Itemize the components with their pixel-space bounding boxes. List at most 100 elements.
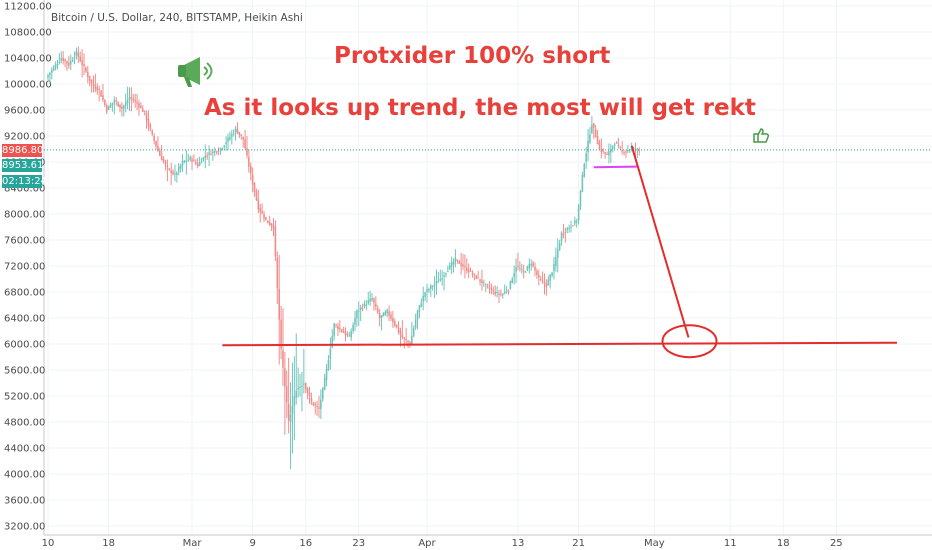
candle-body: [405, 339, 407, 341]
candle-body: [198, 162, 201, 166]
candle-body: [208, 152, 210, 155]
candle-body: [492, 290, 495, 292]
countdown-badge: 02:13:24: [2, 175, 47, 188]
candle-body: [293, 396, 296, 406]
x-tick-label: 13: [512, 538, 525, 549]
candle-body: [140, 105, 142, 108]
candle-body: [519, 267, 521, 269]
x-tick-label: 16: [299, 538, 312, 549]
candle-body: [213, 151, 216, 153]
candle-body: [179, 165, 182, 169]
candle-body: [454, 257, 457, 262]
x-tick-label: 18: [777, 538, 790, 549]
candle-body: [428, 288, 430, 291]
candle-body: [107, 106, 110, 110]
candle-body: [221, 148, 224, 150]
y-tick-label: 10000.00: [4, 80, 52, 91]
candle-body: [138, 103, 140, 108]
candle-body: [299, 386, 301, 388]
candle-body: [471, 272, 474, 275]
candle-body: [255, 191, 258, 200]
candle-body: [327, 360, 330, 370]
candle-body: [323, 377, 326, 390]
candle-body: [251, 175, 254, 185]
candle-body: [56, 64, 59, 66]
candle-body: [585, 153, 587, 162]
candle-body: [119, 104, 121, 108]
candle-body: [621, 149, 623, 152]
thumbs-up-icon: [753, 128, 770, 143]
candle-body: [331, 335, 334, 348]
candle-body: [111, 102, 114, 106]
candle-body: [270, 223, 273, 227]
candle-body: [141, 108, 144, 112]
candle-body: [528, 264, 531, 268]
support-line: [222, 341, 897, 347]
candle-body: [295, 391, 298, 398]
candle-body: [441, 278, 443, 280]
candle-body: [223, 145, 226, 147]
candle-body: [511, 278, 514, 284]
candle-body: [411, 335, 413, 344]
candle-body: [558, 242, 561, 250]
candle-body: [380, 315, 383, 318]
candle-body: [412, 328, 415, 336]
candle-body: [356, 310, 358, 318]
candle-body: [371, 298, 373, 301]
candle-body: [160, 155, 163, 161]
candle-body: [321, 387, 324, 400]
candle-body: [306, 387, 309, 394]
candle-body: [187, 159, 190, 161]
x-axis-ticks: 10 18 Mar 9 16 23 Apr 13 21 May 11 18 25: [42, 538, 843, 549]
candle-body: [339, 327, 341, 330]
y-tick-label: 10800.00: [4, 28, 52, 39]
candle-body: [115, 100, 118, 102]
candle-body: [447, 271, 449, 273]
x-tick-label: 21: [572, 538, 585, 549]
y-tick-label: 6400.00: [4, 314, 45, 325]
candle-body: [301, 385, 303, 387]
candle-body: [68, 62, 70, 66]
candle-body: [71, 60, 74, 62]
y-tick-label: 4400.00: [4, 444, 45, 455]
x-tick-label: 11: [724, 538, 737, 549]
close-price-badge: 8953.61: [2, 159, 44, 172]
candle-body: [479, 279, 481, 282]
candle-body: [376, 308, 379, 313]
candle-body: [532, 262, 534, 267]
x-tick-label: May: [644, 538, 665, 549]
x-tick-label: Mar: [183, 538, 203, 549]
candle-body: [92, 84, 95, 86]
candle-body: [560, 232, 563, 242]
candle-body: [64, 59, 66, 62]
candle-body: [636, 149, 639, 151]
y-tick-label: 5200.00: [4, 392, 45, 403]
candle-body: [600, 149, 603, 152]
candle-body: [515, 267, 517, 272]
candle-body: [88, 75, 91, 81]
candle-body: [483, 282, 485, 284]
candle-body: [225, 142, 227, 145]
candle-body: [86, 71, 89, 77]
candle-body: [231, 133, 233, 137]
candle-body: [149, 124, 152, 130]
candle-body: [340, 329, 343, 332]
candle-body: [433, 283, 436, 286]
candle-body: [594, 129, 597, 138]
candle-body: [52, 67, 55, 71]
candle-body: [452, 261, 455, 265]
candle-body: [541, 280, 544, 282]
candle-body: [333, 323, 335, 336]
candle-body: [549, 274, 551, 281]
candle-body: [172, 171, 174, 175]
candle-body: [484, 283, 487, 285]
y-tick-label: 4800.00: [4, 418, 45, 429]
candle-body: [104, 100, 106, 106]
y-tick-label: 9600.00: [4, 106, 45, 117]
candle-body: [538, 274, 540, 278]
headline-annotation: Protxider 100% short: [334, 43, 611, 69]
candle-body: [276, 257, 279, 288]
y-tick-label: 7600.00: [4, 236, 45, 247]
candle-body: [589, 134, 591, 143]
